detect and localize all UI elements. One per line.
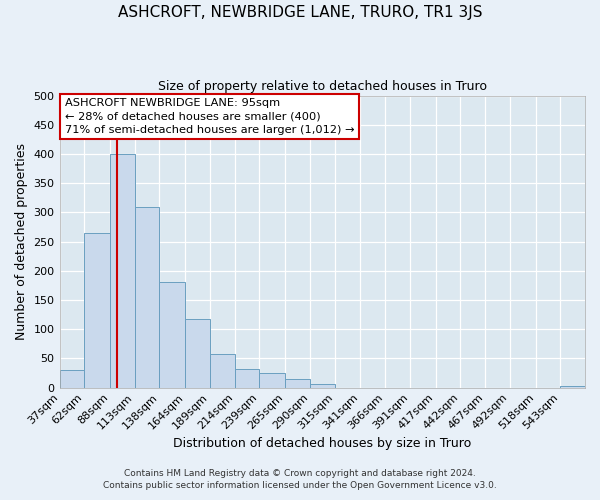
Bar (135, 206, 160, 388)
Text: ASHCROFT, NEWBRIDGE LANE, TRURO, TR1 3JS: ASHCROFT, NEWBRIDGE LANE, TRURO, TR1 3JS (118, 5, 482, 20)
X-axis label: Distribution of detached houses by size in Truro: Distribution of detached houses by size … (173, 437, 472, 450)
Title: Size of property relative to detached houses in Truro: Size of property relative to detached ho… (158, 80, 487, 93)
Text: Contains HM Land Registry data © Crown copyright and database right 2024.
Contai: Contains HM Land Registry data © Crown c… (103, 469, 497, 490)
Bar (560, 386, 585, 388)
Bar (285, 379, 310, 388)
Text: ASHCROFT NEWBRIDGE LANE: 95sqm
← 28% of detached houses are smaller (400)
71% of: ASHCROFT NEWBRIDGE LANE: 95sqm ← 28% of … (65, 98, 354, 135)
Y-axis label: Number of detached properties: Number of detached properties (15, 143, 28, 340)
Bar (235, 369, 259, 388)
Bar (59, 370, 84, 388)
Bar (84, 233, 110, 388)
Bar (259, 373, 285, 388)
Bar (310, 384, 335, 388)
Bar (160, 282, 185, 388)
Bar (110, 154, 135, 388)
Bar (185, 318, 210, 388)
Bar (210, 354, 235, 388)
